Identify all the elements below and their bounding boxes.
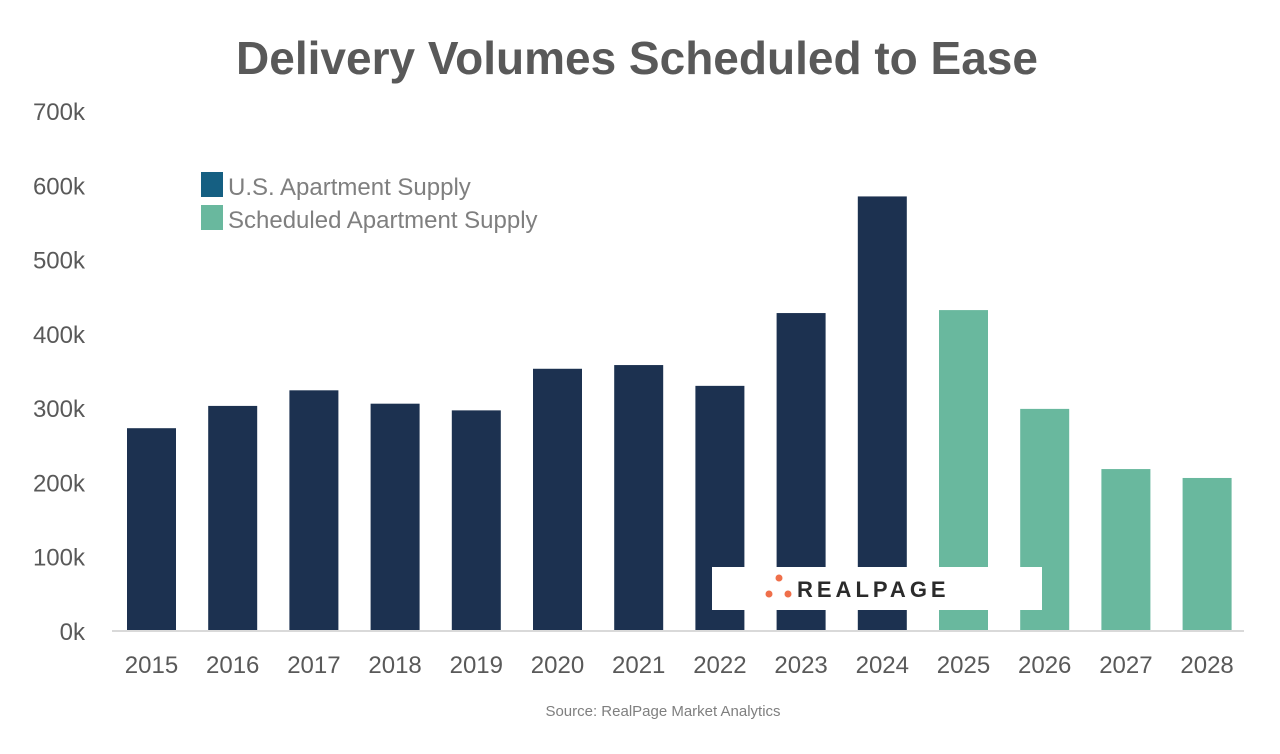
x-tick-label: 2015 [125,652,178,679]
x-tick-label: 2017 [287,652,340,679]
bar-2027 [1101,469,1151,631]
x-tick-label: 2027 [1099,652,1152,679]
legend-label-us-supply: U.S. Apartment Supply [228,174,471,201]
x-tick-label: 2028 [1180,652,1233,679]
y-axis: 0k 100k 200k 300k 400k 500k 600k 700k [33,99,86,646]
bar-2015 [127,428,176,631]
bar-2024 [857,196,907,631]
x-tick-label: 2026 [1018,652,1071,679]
realpage-logo: REALPAGE [712,567,1042,610]
bar-2021 [614,365,664,631]
bar-2020 [533,368,582,631]
x-axis: 2015 2016 2017 2018 2019 2020 2021 2022 2023 2024… [125,652,1234,679]
chart-title: Delivery Volumes Scheduled to Ease [236,32,1038,84]
bars [127,196,1232,631]
y-tick-label: 300k [33,396,86,423]
x-tick-label: 2024 [856,652,909,679]
legend-swatch-us-supply [201,172,223,197]
x-tick-label: 2025 [937,652,990,679]
logo-text: REALPAGE [797,577,950,602]
bar-2016 [208,405,258,631]
x-tick-label: 2021 [612,652,665,679]
y-tick-label: 400k [33,322,86,349]
y-tick-label: 0k [60,619,86,646]
x-tick-label: 2019 [450,652,503,679]
x-tick-label: 2022 [693,652,746,679]
x-tick-label: 2016 [206,652,259,679]
y-tick-label: 500k [33,248,86,275]
bar-2017 [289,390,339,631]
legend-label-scheduled-supply: Scheduled Apartment Supply [228,207,538,234]
x-tick-label: 2018 [368,652,421,679]
y-tick-label: 600k [33,173,86,200]
y-tick-label: 700k [33,99,86,126]
bar-2019 [451,410,501,631]
y-tick-label: 100k [33,545,86,572]
legend-swatch-scheduled-supply [201,205,223,230]
x-tick-label: 2023 [774,652,827,679]
source-note: Source: RealPage Market Analytics [545,703,780,720]
bar-2018 [370,403,420,631]
bar-2028 [1182,477,1232,631]
y-tick-label: 200k [33,470,86,497]
legend: U.S. Apartment Supply Scheduled Apartmen… [201,172,538,234]
x-tick-label: 2020 [531,652,584,679]
